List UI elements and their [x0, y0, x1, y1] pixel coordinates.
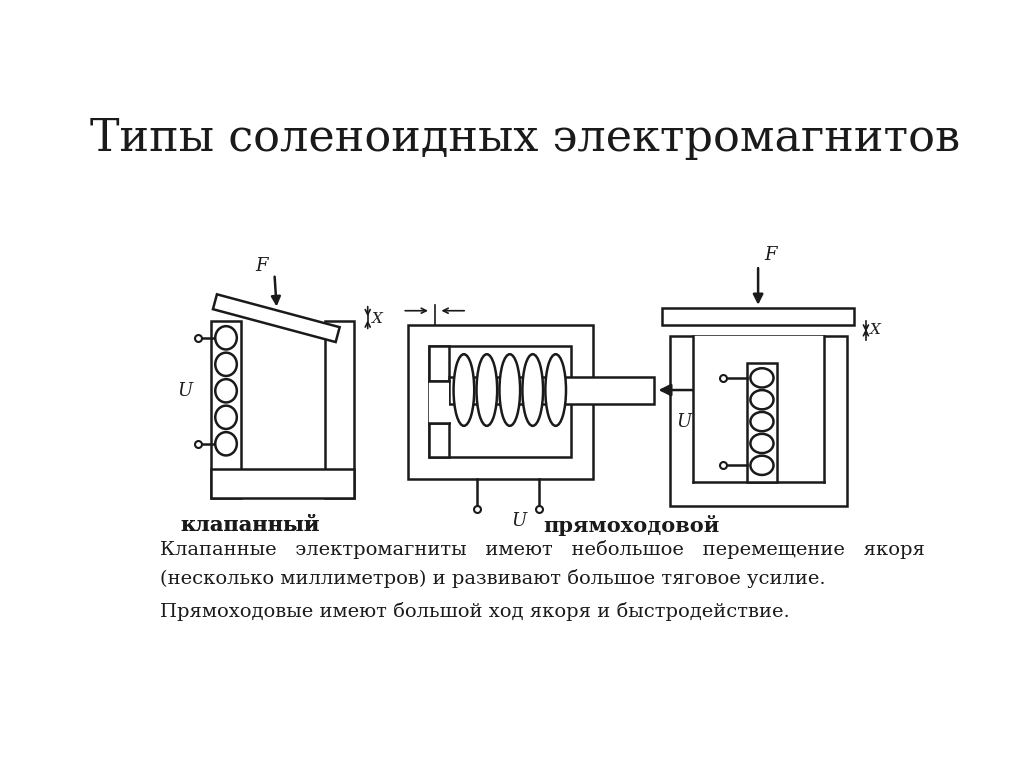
Ellipse shape [215, 379, 237, 403]
Ellipse shape [751, 390, 773, 410]
Bar [429, 346, 571, 457]
Text: U: U [512, 512, 526, 530]
Ellipse shape [522, 354, 543, 426]
Text: клапанный: клапанный [180, 515, 319, 535]
Bar [692, 336, 823, 482]
Ellipse shape [751, 368, 773, 387]
Text: X: X [372, 312, 382, 326]
Bar [662, 308, 854, 324]
Text: клапанный: клапанный [180, 515, 319, 535]
Bar [670, 336, 847, 505]
Ellipse shape [500, 354, 520, 426]
Bar [211, 469, 354, 498]
Ellipse shape [215, 432, 237, 456]
Text: Типы соленоидных электромагнитов: Типы соленоидных электромагнитов [90, 117, 959, 160]
Text: U: U [177, 382, 193, 400]
Bar [429, 346, 571, 457]
Bar [408, 324, 593, 479]
Text: F: F [255, 257, 267, 275]
Text: F: F [764, 246, 777, 264]
Text: F: F [700, 368, 713, 387]
Text: Клапанные   электромагниты   имеют   небольшое   перемещение   якоря: Клапанные электромагниты имеют небольшое… [160, 540, 925, 559]
Ellipse shape [751, 412, 773, 431]
Ellipse shape [546, 354, 566, 426]
Bar [429, 423, 449, 457]
Ellipse shape [751, 456, 773, 475]
Bar [429, 346, 449, 380]
Bar [211, 321, 241, 498]
Text: Прямоходовые имеют большой ход якоря и быстродействие.: Прямоходовые имеют большой ход якоря и б… [160, 602, 790, 621]
Ellipse shape [454, 354, 474, 426]
Ellipse shape [476, 354, 498, 426]
Ellipse shape [215, 326, 237, 350]
Ellipse shape [215, 406, 237, 429]
Bar [429, 380, 449, 423]
Ellipse shape [751, 434, 773, 453]
Ellipse shape [215, 353, 237, 376]
Text: U: U [676, 413, 691, 430]
Text: прямоходовой: прямоходовой [543, 515, 719, 536]
Polygon shape [213, 295, 340, 342]
Bar [449, 377, 654, 403]
Bar [746, 363, 777, 482]
Text: (несколько миллиметров) и развивают большое тяговое усилие.: (несколько миллиметров) и развивают боль… [160, 568, 825, 588]
Bar [325, 321, 354, 498]
Text: X: X [869, 324, 881, 337]
